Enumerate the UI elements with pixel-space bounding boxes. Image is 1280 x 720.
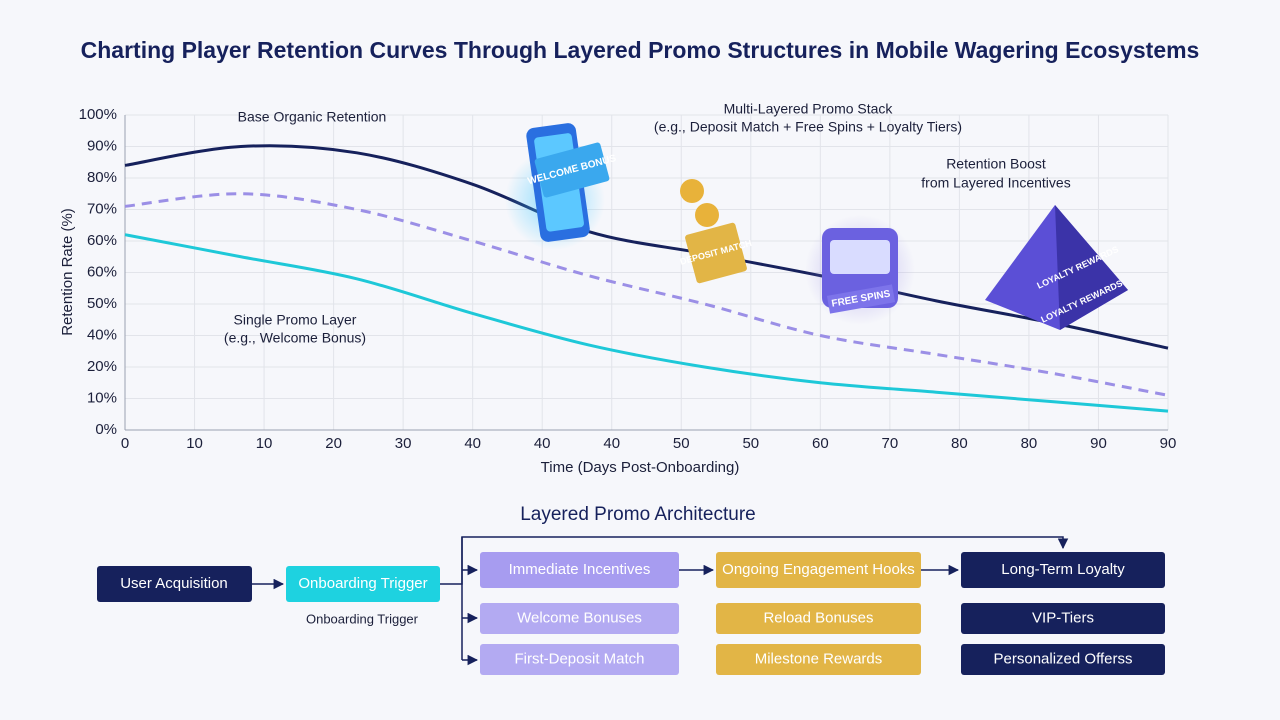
node-box [480, 644, 679, 675]
x-tick-label: 90 [1160, 435, 1177, 452]
chart-title: Charting Player Retention Curves Through… [81, 37, 1200, 63]
x-tick-label: 70 [882, 435, 899, 452]
y-axis-label: Retention Rate (%) [59, 208, 76, 336]
node-caption: Onboarding Trigger [306, 611, 419, 626]
node-label: Milestone Rewards [755, 650, 883, 667]
x-tick-label: 50 [742, 435, 759, 452]
node-box [716, 552, 921, 588]
node-label: Immediate Incentives [509, 561, 651, 578]
y-tick-label: 70% [87, 200, 117, 217]
annotation: from Layered Incentives [921, 175, 1070, 191]
x-tick-label: 0 [121, 435, 129, 452]
y-tick-label: 80% [87, 169, 117, 186]
series-line [124, 233, 1169, 413]
columns: Immediate Incentives Welcome Bonuses First… [480, 552, 1165, 675]
plot: 0% 10% 20% 40% 50% 60% 60% 70% 80% 90% 100% 0 10 10 20… [79, 106, 1177, 452]
node-box [97, 566, 252, 602]
node-label: Onboarding Trigger [298, 575, 427, 592]
y-tick-label: 60% [87, 263, 117, 280]
annotation: Base Organic Retention [238, 109, 387, 125]
y-tick-label: 60% [87, 232, 117, 249]
free-spins-icon: FREE SPINS [805, 215, 915, 325]
node-box [716, 644, 921, 675]
x-tick-label: 60 [812, 435, 829, 452]
x-tick-label: 40 [534, 435, 551, 452]
y-tick-label: 50% [87, 295, 117, 312]
y-tick-label: 0% [95, 421, 117, 438]
connectors [252, 536, 1069, 666]
node-label: Reload Bonuses [763, 609, 873, 626]
welcome-bonus-icon: WELCOME BONUS [505, 123, 618, 250]
series-line [124, 192, 1169, 397]
node-label: Ongoing Engagement Hooks [722, 561, 915, 578]
x-tick-label: 50 [673, 435, 690, 452]
x-tick-label: 20 [325, 435, 342, 452]
annotation: Single Promo Layer [234, 312, 357, 328]
y-tick-label: 10% [87, 389, 117, 406]
y-tick-label: 40% [87, 326, 117, 343]
series-line [124, 144, 1169, 350]
node-box [961, 603, 1165, 634]
x-tick-label: 40 [603, 435, 620, 452]
node-box [480, 603, 679, 634]
annotation: (e.g., Welcome Bonus) [224, 330, 366, 346]
x-tick-label: 30 [395, 435, 412, 452]
x-tick-label: 10 [256, 435, 273, 452]
node-box [286, 566, 440, 602]
node-label: VIP-Tiers [1032, 609, 1094, 626]
node-label: First-Deposit Match [514, 650, 644, 667]
y-tick-label: 90% [87, 137, 117, 154]
x-tick-label: 10 [186, 435, 203, 452]
x-tick-label: 80 [951, 435, 968, 452]
node-label: Personalized Offerss [994, 650, 1133, 667]
loyalty-pyramid-icon: LOYALTY REWARDS LOYALTY REWARDS [985, 205, 1128, 330]
node-label: Welcome Bonuses [517, 609, 642, 626]
x-axis-label: Time (Days Post-Onboarding) [541, 459, 740, 476]
x-tick-label: 80 [1021, 435, 1038, 452]
node-box [480, 552, 679, 588]
diagram-title: Layered Promo Architecture [520, 504, 756, 525]
node-box [716, 603, 921, 634]
annotation: Multi-Layered Promo Stack [724, 101, 894, 117]
annotation: Retention Boost [946, 156, 1046, 172]
node-box [961, 552, 1165, 588]
node-label: User Acquisition [120, 575, 228, 592]
annotation: (e.g., Deposit Match + Free Spins + Loya… [654, 119, 962, 135]
node-label: Long-Term Loyalty [1001, 561, 1125, 578]
x-tick-label: 40 [464, 435, 481, 452]
deposit-match-icon: DEPOSIT MATCH [679, 179, 753, 284]
x-tick-label: 90 [1090, 435, 1107, 452]
y-tick-label: 20% [87, 358, 117, 375]
y-tick-label: 100% [79, 106, 117, 123]
node-box [961, 644, 1165, 675]
